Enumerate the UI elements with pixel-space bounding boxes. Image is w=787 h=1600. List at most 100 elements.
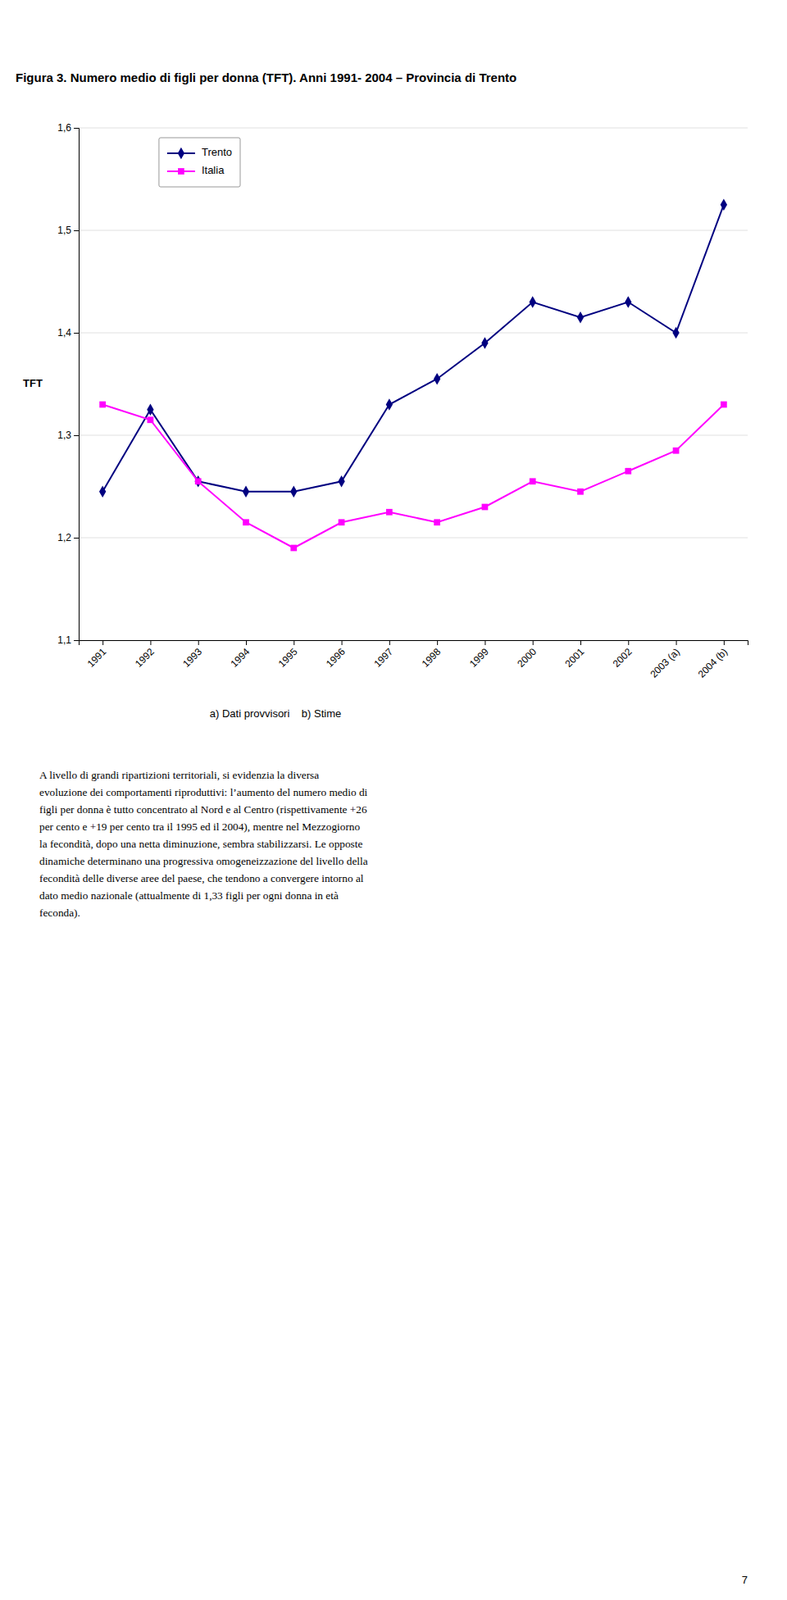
x-tick: 1997 <box>371 640 396 670</box>
y-tick: 1,6 <box>57 122 79 134</box>
x-tick: 1999 <box>467 640 492 670</box>
tick-mark <box>73 230 79 232</box>
x-tick: 1995 <box>276 640 301 670</box>
y-tick-label: 1,3 <box>57 429 72 442</box>
tick-mark <box>73 435 79 437</box>
x-tick: 2001 <box>563 640 587 670</box>
grid <box>78 127 748 641</box>
annotation: a) Dati provvisori b) Stime <box>209 707 342 720</box>
tick-mark <box>245 640 247 646</box>
legend-item: Trento <box>167 145 233 160</box>
body-line: dinamiche determinano una progressiva om… <box>39 855 369 868</box>
series-marker <box>577 488 584 496</box>
x-tick-label: 1992 <box>132 645 157 670</box>
page-number: 7 <box>741 1574 748 1587</box>
grid-line <box>78 435 748 437</box>
grid-line <box>78 332 748 334</box>
x-tick-label: 1993 <box>180 645 205 670</box>
tick-mark <box>532 640 534 646</box>
tick-mark <box>436 640 438 646</box>
legend-swatch-marker <box>177 168 185 175</box>
series-marker <box>146 404 154 416</box>
grid-line <box>78 127 748 129</box>
x-tick: 2003 (a) <box>647 640 683 681</box>
x-tick: 2000 <box>514 640 539 670</box>
series-marks <box>99 199 728 552</box>
body-line: A livello di grandi ripartizioni territo… <box>39 768 319 782</box>
legend-swatch-marker <box>177 147 185 160</box>
body-line: per cento e +19 per cento tra il 1995 ed… <box>39 820 360 833</box>
x-tick: 1992 <box>132 640 157 670</box>
x-tick-label: 1991 <box>85 645 110 670</box>
x-tick: 1994 <box>228 640 253 670</box>
series-marker <box>195 477 202 485</box>
series-marker <box>720 401 728 409</box>
x-tick-label: 1997 <box>371 645 396 670</box>
series-marker <box>482 504 489 511</box>
legend-item: Italia <box>167 163 225 177</box>
series-marker <box>624 468 632 475</box>
y-tick: 1,3 <box>57 429 79 442</box>
x-tick-label: 1994 <box>228 645 253 670</box>
tick-mark <box>198 640 200 646</box>
tick-mark <box>102 640 104 646</box>
page: Figura 3. Numero medio di figli per donn… <box>0 0 787 1600</box>
tick-mark <box>73 332 79 334</box>
legend: Trento Italia <box>159 137 241 187</box>
x-tick-label: 2003 (a) <box>647 645 683 681</box>
x-tick: 2004 (b) <box>696 640 731 681</box>
x-tick-label: 1996 <box>323 645 348 670</box>
tick-mark <box>150 640 151 646</box>
axis-domain <box>79 641 749 646</box>
series-line <box>102 204 724 492</box>
series-marker <box>338 518 346 526</box>
body-line: dato medio nazionale (attualmente di 1,3… <box>39 889 339 902</box>
tick-mark <box>73 537 79 539</box>
chart-title: Figura 3. Numero medio di figli per donn… <box>15 70 517 85</box>
axis-domain <box>73 128 80 642</box>
series-marker <box>99 401 106 409</box>
x-tick: 2002 <box>610 640 635 670</box>
body-line: la fecondità, dopo una netta diminuzione… <box>39 837 363 851</box>
y-tick: 1,4 <box>57 327 79 339</box>
series-marker <box>386 509 393 516</box>
legend-frame <box>159 137 241 187</box>
body-line: evoluzione dei comportamenti riproduttiv… <box>39 786 369 799</box>
y-axis: 1,1 1,2 1,3 1,4 1,5 1,6 <box>57 122 79 646</box>
y-tick: 1,5 <box>57 224 79 237</box>
tick-mark <box>580 640 582 646</box>
x-tick: 1998 <box>419 640 444 670</box>
body-text: A livello di grandi ripartizioni territo… <box>39 768 369 919</box>
body-line: figli per donna è tutto concentrato al N… <box>39 803 368 816</box>
y-tick-label: 1,4 <box>57 327 72 339</box>
x-tick-label: 1995 <box>276 645 301 670</box>
series-marker <box>337 475 345 487</box>
x-tick-label: 2004 (b) <box>696 645 731 681</box>
series-marker <box>147 416 155 424</box>
series-marker <box>672 327 679 339</box>
series-marker <box>290 486 297 498</box>
series-marker <box>433 373 441 385</box>
tick-mark <box>293 640 295 646</box>
series-marker <box>386 398 393 410</box>
legend-items: Trento Italia <box>167 145 233 177</box>
series-marker <box>481 336 488 349</box>
tick-mark <box>73 640 79 642</box>
series-marker <box>433 518 441 526</box>
x-tick-label: 2000 <box>514 645 539 670</box>
series-marker <box>529 295 537 308</box>
series-line <box>102 404 724 549</box>
y-tick-label: 1,1 <box>57 634 72 646</box>
y-tick: 1,2 <box>57 532 79 544</box>
x-axis: 1991 1992 1993 1994 1995 1996 1997 1998 1999 2000… <box>79 640 749 681</box>
tick-mark <box>723 640 725 646</box>
grid-line <box>78 230 748 232</box>
x-tick-label: 1998 <box>419 645 444 670</box>
y-axis-label: TFT <box>22 377 43 390</box>
x-tick-label: 2002 <box>610 645 635 670</box>
tick-mark <box>341 640 343 646</box>
x-tick-label: 1999 <box>467 645 492 670</box>
body-line: feconda). <box>39 906 81 919</box>
series-marker <box>529 477 537 485</box>
body-line: fecondità delle diverse aree del paese, … <box>39 872 364 885</box>
